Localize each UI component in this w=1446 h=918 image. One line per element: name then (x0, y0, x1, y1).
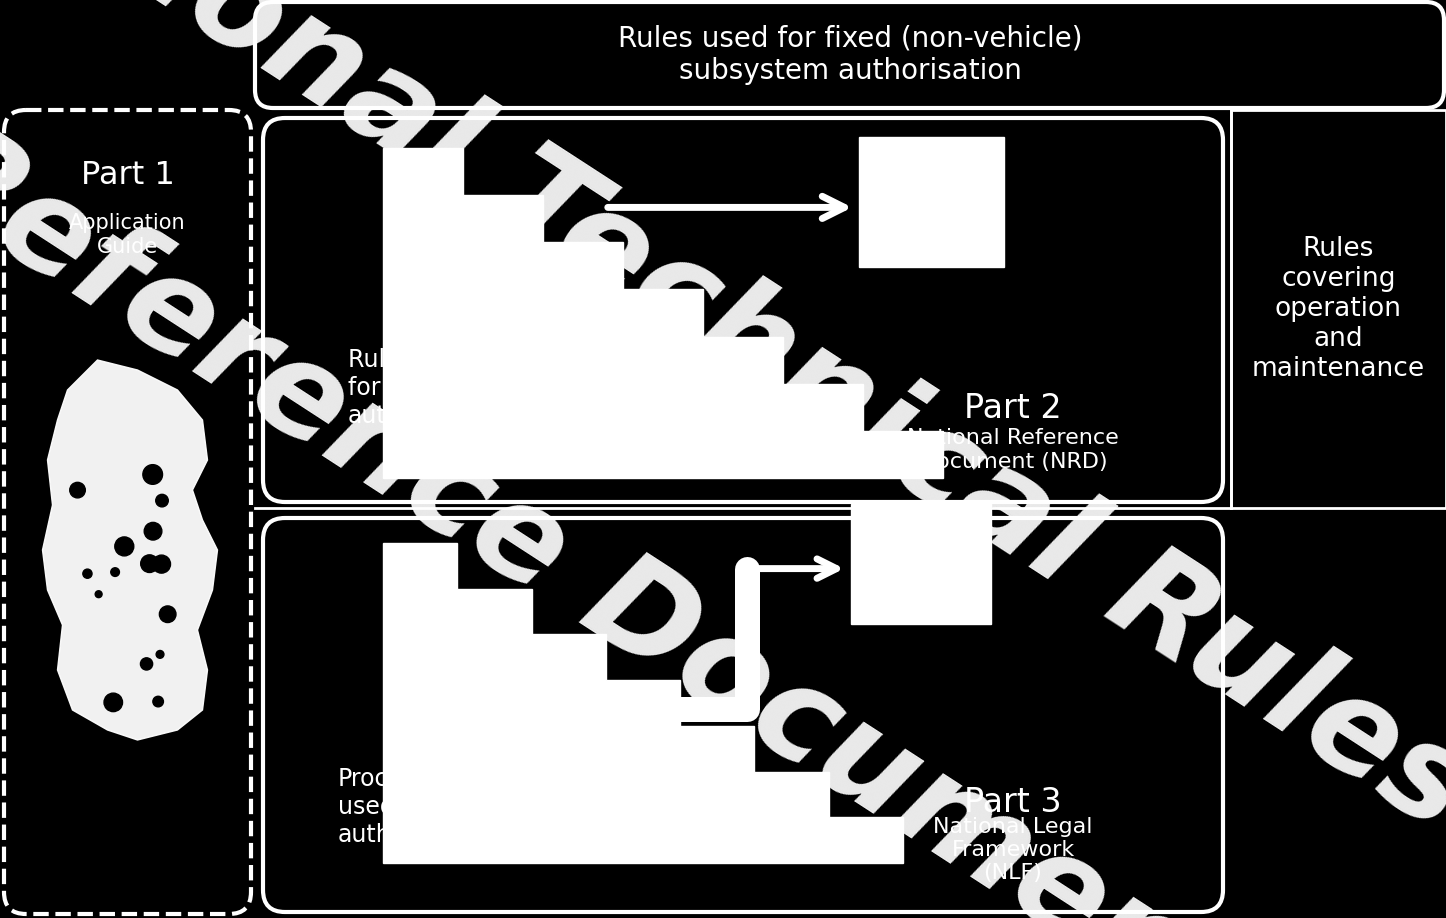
Circle shape (140, 658, 153, 670)
Bar (859, 138, 1004, 267)
Text: Rules
covering
operation
and
maintenance: Rules covering operation and maintenance (1252, 236, 1426, 382)
FancyBboxPatch shape (4, 110, 252, 914)
Circle shape (159, 606, 176, 622)
Circle shape (111, 567, 120, 577)
Circle shape (153, 696, 163, 707)
Polygon shape (42, 360, 217, 740)
Circle shape (140, 554, 159, 573)
Text: Reference Document: Reference Document (0, 105, 1265, 918)
Polygon shape (383, 543, 902, 863)
Text: Rules used
for vehicle
authorisation: Rules used for vehicle authorisation (348, 348, 505, 428)
Text: Processes
used to gain
authorisation: Processes used to gain authorisation (338, 767, 495, 846)
Circle shape (156, 494, 168, 507)
Circle shape (145, 522, 162, 540)
Circle shape (95, 591, 103, 598)
Circle shape (82, 569, 93, 578)
Circle shape (152, 555, 171, 573)
Circle shape (143, 465, 162, 485)
Text: Part 3: Part 3 (964, 786, 1061, 819)
Circle shape (69, 482, 85, 498)
Circle shape (104, 693, 123, 711)
Text: Part 2: Part 2 (964, 391, 1061, 424)
FancyBboxPatch shape (263, 518, 1223, 912)
Text: National Legal
Framework
(NLF): National Legal Framework (NLF) (933, 817, 1093, 883)
Text: Part 1: Part 1 (81, 160, 175, 191)
Text: National Reference
Document (NRD): National Reference Document (NRD) (907, 429, 1119, 472)
Text: Application
Guide: Application Guide (69, 213, 187, 257)
Polygon shape (383, 148, 943, 478)
Text: Rules used for fixed (non-vehicle)
subsystem authorisation: Rules used for fixed (non-vehicle) subsy… (619, 25, 1083, 85)
FancyBboxPatch shape (263, 118, 1223, 502)
Bar (1231, 110, 1446, 508)
Bar (852, 504, 991, 623)
Circle shape (156, 651, 163, 658)
FancyBboxPatch shape (254, 2, 1445, 108)
Circle shape (114, 537, 134, 556)
Text: National Technical Rules: National Technical Rules (0, 0, 1446, 856)
